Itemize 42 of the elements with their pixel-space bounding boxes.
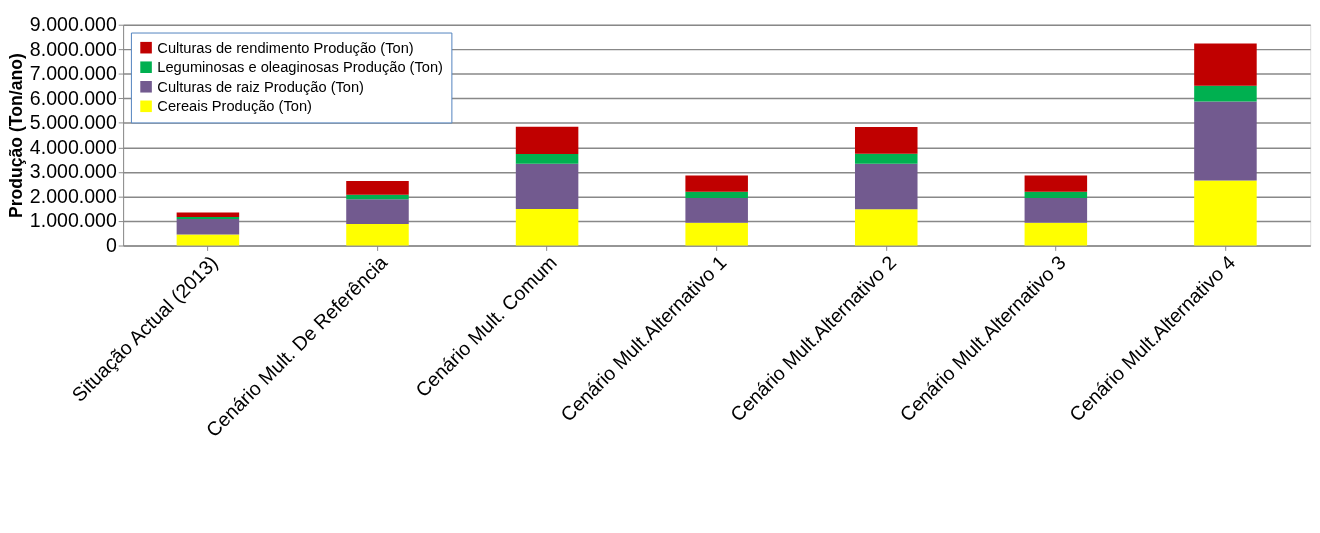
y-tick-label: 3.000.000 <box>29 160 117 183</box>
bar <box>1194 101 1257 181</box>
bar <box>854 209 918 246</box>
bar <box>1024 222 1088 246</box>
legend-label: Cereais Produção (Ton) <box>157 98 312 115</box>
bar <box>346 199 409 224</box>
bar <box>854 153 918 164</box>
y-tick-label: 5.000.000 <box>29 111 117 134</box>
bar <box>854 163 918 210</box>
legend-label: Leguminosas e oleaginosas Produção (Ton) <box>157 59 443 76</box>
bar <box>515 126 579 155</box>
bar <box>685 222 748 246</box>
bar <box>1024 191 1088 198</box>
bar <box>685 197 748 223</box>
y-tick-label: 4.000.000 <box>29 135 117 158</box>
bar <box>854 127 918 154</box>
y-tick-label: 1.000.000 <box>29 209 117 232</box>
legend-label: Culturas de rendimento Produção (Ton) <box>157 39 414 56</box>
bar <box>685 175 748 192</box>
y-tick-label: 6.000.000 <box>29 86 117 109</box>
bar <box>176 234 240 246</box>
bar <box>515 208 579 246</box>
y-tick-label: 7.000.000 <box>29 62 117 85</box>
bar <box>1194 85 1257 102</box>
bar <box>1194 43 1257 86</box>
bar <box>1024 197 1088 223</box>
bar <box>515 154 579 164</box>
bar <box>346 194 409 200</box>
y-tick-label: 2.000.000 <box>29 184 117 207</box>
bar <box>346 223 409 246</box>
legend-label: Culturas de raiz Produção (Ton) <box>157 78 365 95</box>
bar <box>515 163 579 209</box>
y-tick-label: 8.000.000 <box>29 37 117 60</box>
bar <box>1194 180 1257 246</box>
bar <box>346 181 409 195</box>
bar <box>1024 175 1088 192</box>
y-tick-label: 9.000.000 <box>29 13 117 36</box>
y-tick-label: 0 <box>105 233 117 256</box>
bar <box>685 191 748 198</box>
bar <box>176 219 240 235</box>
bar <box>176 212 240 218</box>
y-axis-title: Produção (Ton/ano) <box>6 53 27 218</box>
